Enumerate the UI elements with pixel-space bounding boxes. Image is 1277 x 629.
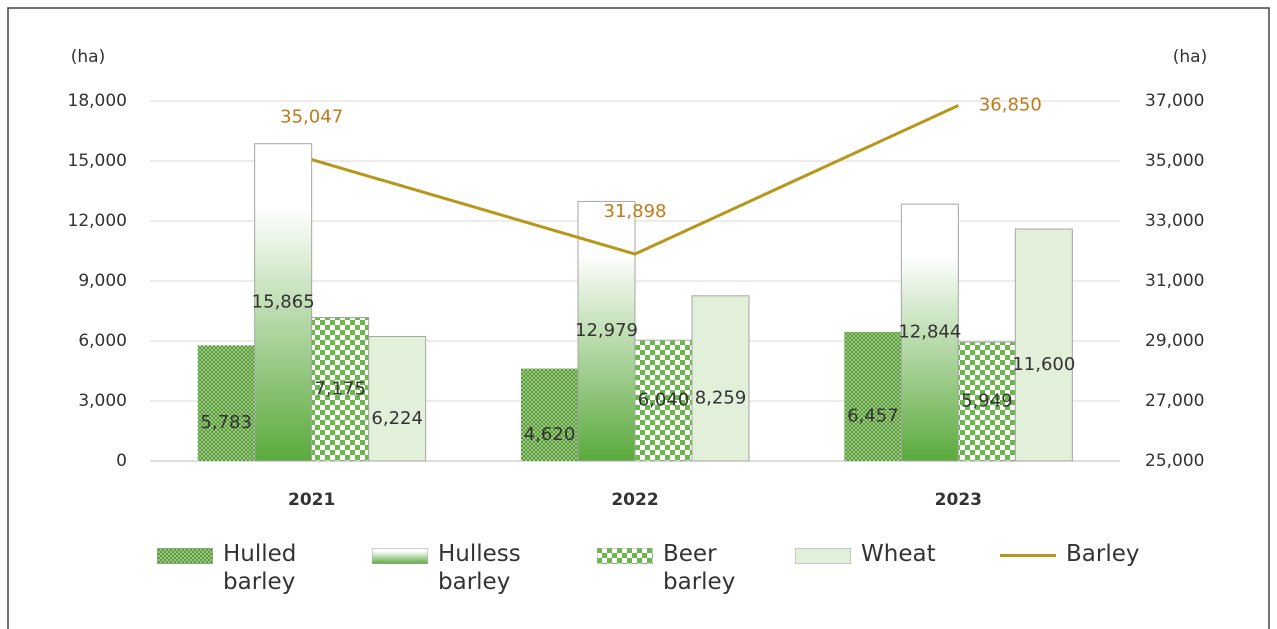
legend-swatch [156, 547, 214, 565]
legend-swatch [596, 547, 654, 565]
y-tick-label: 18,000 [68, 91, 127, 111]
y2-tick-label: 31,000 [1145, 271, 1204, 291]
y-axis-label: (ha) [71, 47, 105, 67]
line [311, 104, 959, 256]
legend-item: Hulled barley [156, 540, 333, 596]
bar [691, 295, 750, 462]
x-tick-label: 2023 [935, 490, 982, 510]
data-label: 12,979 [575, 320, 638, 341]
bar [521, 368, 578, 461]
y2-tick-label: 29,000 [1145, 331, 1204, 351]
y-tick-label: 0 [116, 451, 127, 471]
legend-item: Barley [1000, 540, 1176, 568]
y2-tick-label: 33,000 [1145, 211, 1204, 231]
legend-label: Wheat [861, 541, 936, 567]
bar [957, 341, 1016, 462]
bar [311, 317, 370, 462]
y2-tick-label: 37,000 [1145, 91, 1204, 111]
data-label: 36,850 [979, 95, 1042, 116]
legend-label: Hulless barley [438, 541, 521, 595]
y2-tick-label: 25,000 [1145, 451, 1204, 471]
data-label: 6,457 [847, 405, 899, 426]
data-label: 6,224 [371, 408, 423, 429]
data-label: 15,865 [252, 291, 315, 312]
y-tick-label: 12,000 [68, 211, 127, 231]
legend-item: Hulless barley [371, 540, 548, 596]
y-tick-label: 6,000 [78, 331, 127, 351]
y2-tick-label: 27,000 [1145, 391, 1204, 411]
data-label: 5,949 [961, 391, 1013, 412]
y2-axis-label: (ha) [1173, 47, 1207, 67]
data-label: 31,898 [604, 201, 667, 222]
bar [900, 203, 959, 462]
bar [254, 143, 313, 462]
data-label: 5,783 [200, 412, 252, 433]
data-label: 35,047 [280, 107, 343, 128]
y-tick-label: 15,000 [68, 151, 127, 171]
x-tick-label: 2022 [611, 490, 658, 510]
data-label: 6,040 [638, 390, 690, 411]
bar [1014, 228, 1073, 462]
data-label: 4,620 [524, 424, 576, 445]
legend-item: Beer barley [596, 540, 773, 596]
x-tick-label: 2021 [288, 490, 335, 510]
legend-item: Wheat [794, 540, 971, 568]
legend-label: Barley [1066, 541, 1140, 567]
legend-swatch [794, 547, 852, 565]
legend-label: Beer barley [663, 541, 736, 595]
y2-tick-label: 35,000 [1145, 151, 1204, 171]
legend-swatch [371, 547, 429, 565]
legend: Hulled barley Hulless barley Beer barley Wh… [0, 540, 1277, 620]
bar [844, 331, 902, 461]
y-tick-label: 3,000 [78, 391, 127, 411]
bar [368, 336, 427, 462]
legend-swatch [1000, 554, 1056, 557]
legend-label: Hulled barley [223, 541, 297, 595]
data-label: 7,175 [314, 378, 366, 399]
data-label: 12,844 [898, 322, 961, 343]
data-label: 11,600 [1012, 354, 1075, 375]
y-tick-label: 9,000 [78, 271, 127, 291]
frame [7, 7, 1270, 629]
data-label: 8,259 [695, 387, 747, 408]
bar [197, 345, 255, 461]
